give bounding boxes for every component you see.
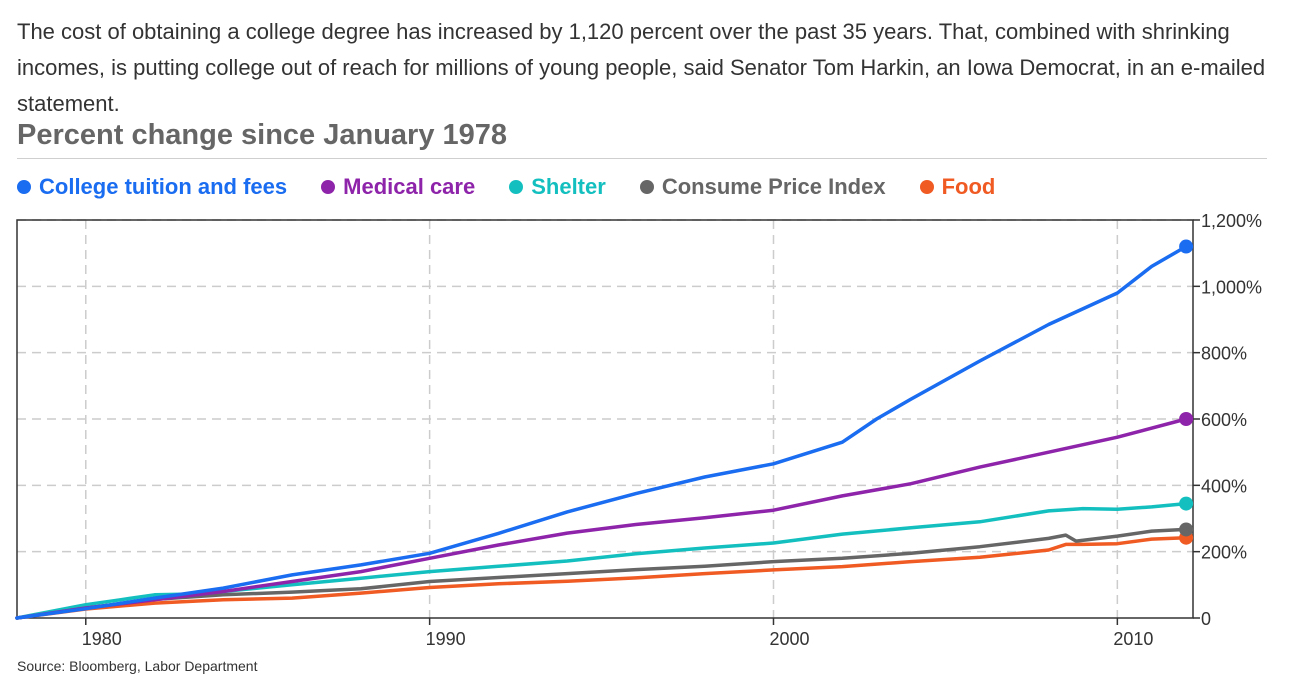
x-tick-label: 1980	[82, 629, 122, 649]
legend-label: Food	[941, 174, 996, 199]
legend-item-medical: Medical care	[321, 174, 475, 200]
y-tick-label: 600%	[1201, 410, 1247, 430]
y-tick-label: 800%	[1201, 344, 1247, 364]
series-line-consume-price-index	[15, 527, 1188, 620]
legend-item-cpi: Consume Price Index	[639, 174, 886, 200]
legend-marker	[919, 180, 934, 194]
series-line-medical-care	[15, 417, 1188, 620]
legend-marker	[639, 180, 654, 194]
series-end-point-college-tuition-and-fees	[1179, 239, 1194, 254]
series-end-point-shelter	[1179, 496, 1194, 511]
y-tick-label: 200%	[1201, 543, 1247, 563]
legend-marker	[321, 180, 336, 194]
series-line-college-tuition-and-fees	[15, 244, 1188, 620]
x-tick-label: 1990	[426, 629, 466, 649]
intro-paragraph: The cost of obtaining a college degree h…	[17, 19, 1266, 116]
series-line-food	[15, 535, 1188, 620]
legend-marker	[509, 180, 524, 194]
legend-label: Consume Price Index	[661, 174, 886, 199]
x-tick-label: 2010	[1113, 629, 1153, 649]
legend-item-food: Food	[919, 174, 996, 200]
chart-legend: College tuition and fees Medical care Sh…	[17, 174, 995, 200]
source-note: Source: Bloomberg, Labor Department	[17, 658, 258, 674]
legend-item-shelter: Shelter	[509, 174, 606, 200]
title-divider	[17, 158, 1267, 159]
legend-label: Medical care	[343, 174, 476, 199]
legend-label: Shelter	[531, 174, 606, 199]
series-end-point-consume-price-index	[1179, 522, 1194, 537]
line-chart: 0 200% 400% 600% 800% 1,000% 1,200% 1980 1990 200…	[15, 211, 1262, 649]
x-tick-label: 2000	[769, 629, 809, 649]
y-tick-label: 1,200%	[1201, 211, 1262, 231]
series-end-point-medical-care	[1179, 412, 1194, 426]
legend-label: College tuition and fees	[39, 174, 288, 199]
legend-item-college: College tuition and fees	[17, 174, 287, 200]
y-tick-label: 400%	[1201, 476, 1247, 496]
y-tick-label: 0	[1201, 609, 1211, 629]
chart-title: Percent change since January 1978	[17, 119, 508, 151]
y-tick-label: 1,000%	[1201, 277, 1262, 297]
legend-marker	[17, 180, 31, 194]
